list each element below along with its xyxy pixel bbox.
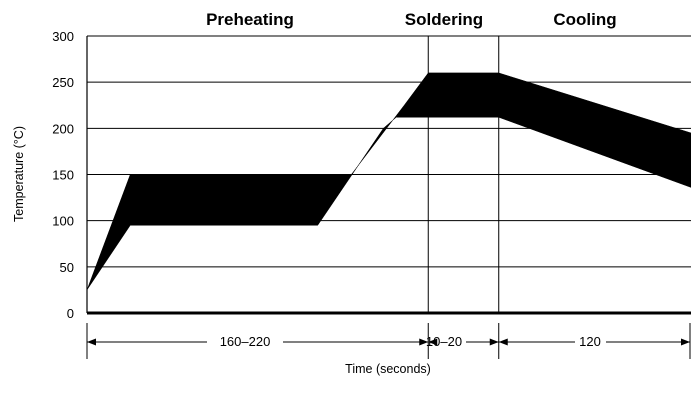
duration-arrow-cooling-left [498,338,508,346]
phase-label-preheating: Preheating [206,10,294,29]
duration-label-preheating: 160–220 [220,334,271,349]
duration-arrow-cooling-right [681,338,690,346]
y-tick-label-150: 150 [52,168,74,183]
y-tick-label-300: 300 [52,29,74,44]
duration-arrow-soldering-left [428,338,438,346]
duration-label-cooling: 120 [579,334,601,349]
duration-label-soldering: 10–20 [426,334,462,349]
y-tick-label-50: 50 [60,260,74,275]
y-tick-label-250: 250 [52,75,74,90]
y-tick-label-0: 0 [67,306,74,321]
temperature-band [86,72,691,291]
duration-arrow-preheating-left [87,338,96,346]
y-axis-label: Temperature (°C) [12,126,26,222]
x-axis-label: Time (seconds) [345,362,431,376]
phase-label-soldering: Soldering [405,10,483,29]
phase-label-cooling: Cooling [553,10,616,29]
duration-arrow-soldering-right [489,338,499,346]
y-tick-label-200: 200 [52,121,74,136]
y-tick-label-100: 100 [52,214,74,229]
